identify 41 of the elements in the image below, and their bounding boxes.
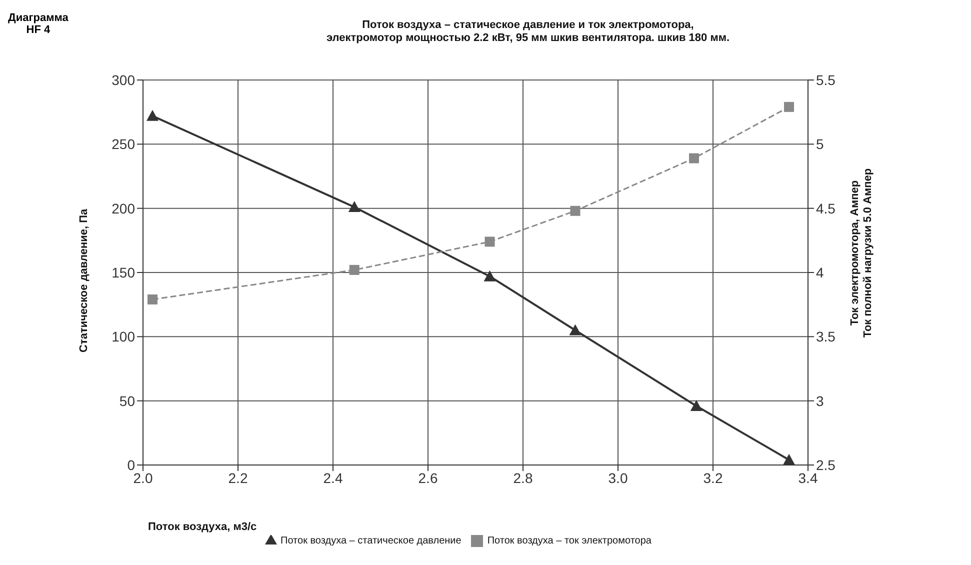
x-tick-label: 2.0 <box>133 470 153 486</box>
y-tick-label: 200 <box>112 200 136 216</box>
x-tick-label: 2.8 <box>513 470 533 486</box>
x-tick-label: 3.2 <box>703 470 723 486</box>
point <box>348 201 360 212</box>
point <box>689 153 699 164</box>
x-tick-label: 3.4 <box>798 470 818 486</box>
y2-tick-label: 5 <box>816 136 824 152</box>
x-tick-label: 2.6 <box>418 470 438 486</box>
point <box>569 324 582 336</box>
x-axis-title: Поток воздуха, м3/с <box>148 521 257 533</box>
legend-label: Поток воздуха – статическое давление <box>280 536 462 547</box>
y2-tick-label: 2.5 <box>816 456 836 473</box>
point <box>570 206 580 216</box>
point <box>484 270 496 282</box>
point <box>784 102 794 112</box>
y-tick-label: 250 <box>112 136 136 152</box>
y2-tick-label: 4.5 <box>816 200 836 216</box>
chart-title: Поток воздуха – статическое давление и ток электромотора, электромотор мощностью 2.2 кВт, 95 мм шкив вентилятора. шкив 180 мм. <box>326 19 730 44</box>
point <box>349 264 360 275</box>
y-tick-label: 300 <box>112 72 136 88</box>
point <box>484 236 495 247</box>
point <box>148 294 158 304</box>
legend-label: Поток воздуха – ток электромотора <box>487 536 652 547</box>
y-tick-label: 100 <box>112 328 136 345</box>
y2-tick-label: 3 <box>816 392 824 409</box>
y2-tick-label: 5.5 <box>816 72 836 88</box>
y-tick-label: 150 <box>112 264 136 280</box>
point <box>690 400 702 411</box>
y2-axis-title: Ток электромотора, Ампер Ток полной нагрузки 5.0 Ампер <box>849 168 874 338</box>
point <box>146 110 158 121</box>
x-tick-label: 3.0 <box>608 470 628 486</box>
y2-tick-label: 4 <box>816 264 824 280</box>
y-tick-label: 50 <box>119 392 136 409</box>
x-tick-label: 2.2 <box>228 470 248 486</box>
text: Диаграмма HF 4 <box>8 12 68 36</box>
x-tick-label: 2.4 <box>323 470 343 486</box>
y-axis-title: Статическое давление, Па <box>78 208 90 352</box>
y-tick-label: 0 <box>127 456 136 473</box>
point <box>783 454 795 465</box>
y2-tick-label: 3.5 <box>816 328 836 345</box>
